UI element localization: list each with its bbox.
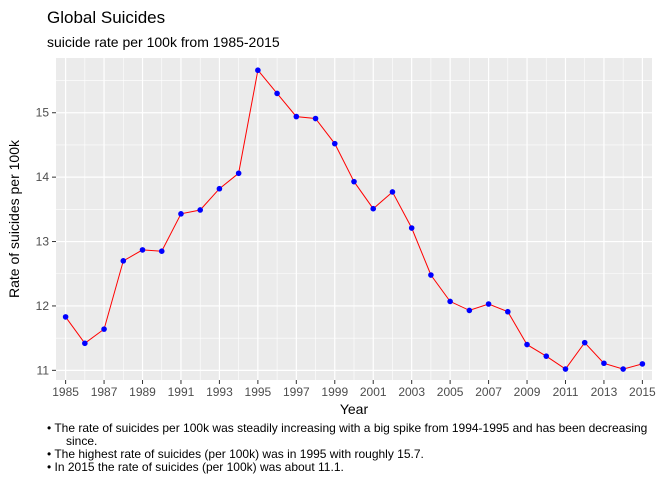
data-point [178,211,184,217]
data-point [197,207,203,213]
data-point [82,340,88,347]
data-point [351,178,357,185]
data-point [428,272,434,278]
y-axis-ticks: 11 12 13 14 15 [36,106,56,377]
x-tick-label: 1987 [91,385,118,399]
data-point [293,113,300,120]
x-tick-label: 1985 [52,385,79,399]
series-points [62,67,646,372]
caption-line-2: since. [66,434,97,448]
data-point [389,189,396,195]
x-tick-label: 1993 [206,385,233,399]
data-point [370,205,377,212]
data-point [235,170,242,177]
data-point [639,361,646,367]
x-tick-label: 2003 [398,385,425,399]
chart-subtitle: suicide rate per 100k from 1985-2015 [47,34,280,50]
x-tick-label: 2013 [591,385,618,399]
data-point [524,341,530,348]
data-point [120,258,127,264]
x-tick-label: 1995 [245,385,272,399]
y-tick-label: 14 [36,170,50,184]
chart-title: Global Suicides [47,8,165,27]
data-point [139,247,146,253]
caption-line-3: • The highest rate of suicides (per 100k… [47,447,424,461]
data-point [274,90,280,97]
x-tick-label: 2005 [437,385,464,399]
data-point [216,185,223,192]
x-tick-label: 1991 [168,385,195,399]
data-point [620,366,626,372]
data-point [543,353,550,359]
x-tick-label: 2001 [360,385,387,399]
data-point [466,307,473,314]
y-axis-title: Rate of suicides per 100k [6,139,22,298]
data-point [562,366,569,372]
x-tick-label: 1997 [283,385,310,399]
grid-lines [56,58,652,380]
x-tick-label: 2011 [553,385,579,399]
x-tick-label: 2009 [514,385,541,399]
y-tick-label: 13 [36,235,50,249]
x-tick-label: 1989 [129,385,156,399]
y-tick-label: 12 [36,299,50,313]
data-point [62,314,69,320]
data-point [447,298,453,305]
data-point [158,248,165,254]
data-point [101,326,107,332]
data-point [581,339,588,346]
caption-line-4: • In 2015 the rate of suicides (per 100k… [47,460,344,474]
x-axis-title: Year [340,401,369,417]
x-tick-label: 1999 [321,385,348,399]
caption-line-1: • The rate of suicides per 100k was stea… [47,421,647,435]
data-point [485,301,492,307]
data-point [312,115,319,122]
y-tick-label: 15 [36,106,50,120]
x-tick-label: 2007 [475,385,502,399]
data-point [331,140,338,147]
data-point [505,308,511,315]
x-tick-label: 2015 [629,385,656,399]
data-point [601,360,607,367]
data-point [408,225,415,231]
x-axis-ticks: 1985 1987 1989 1991 1993 1995 1997 1999 2001 2003… [52,380,656,399]
y-tick-label: 11 [37,363,50,377]
data-point [255,67,261,74]
